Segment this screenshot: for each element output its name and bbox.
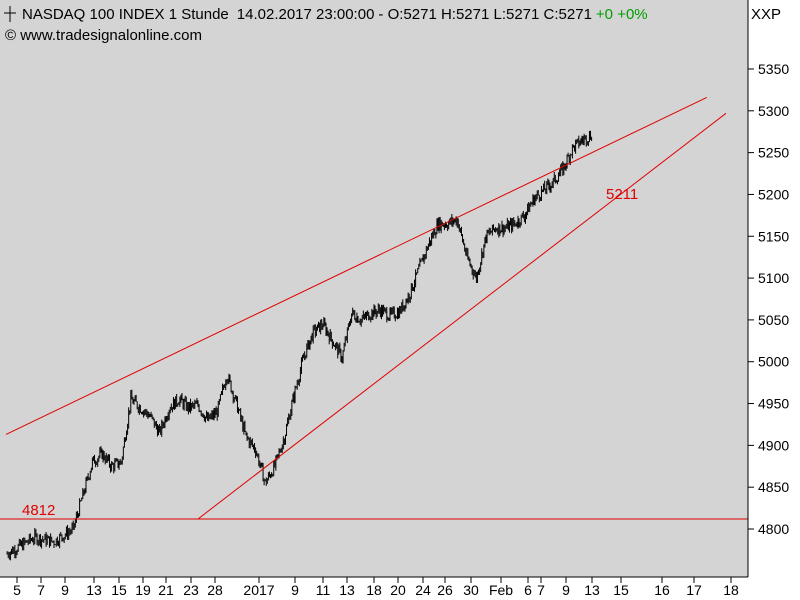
chart-header: NASDAQ 100 INDEX 1 Stunde 14.02.2017 23:0… [4, 6, 781, 44]
x-tick-label: 20 [390, 582, 406, 598]
x-tick-label: 28 [207, 582, 223, 598]
plot-area [0, 0, 748, 577]
x-tick-label: 5 [13, 582, 21, 598]
x-tick-label: 23 [183, 582, 199, 598]
x-tick-label: 9 [291, 582, 299, 598]
y-tick-label: 5000 [758, 354, 789, 370]
y-tick-label: 4850 [758, 479, 789, 495]
x-tick-label: 7 [537, 582, 545, 598]
support-trendline [197, 112, 727, 520]
y-tick-label: 5350 [758, 61, 789, 77]
x-tick-label: 15 [613, 582, 629, 598]
watermark-text: © www.tradesignalonline.com [5, 27, 202, 44]
x-tick-label: 2017 [243, 582, 274, 598]
x-axis: 5 7 9 13 15 19 21 23 28 2017 9 11 13 18 20 24 26 30 Feb 6 7 9… [13, 577, 739, 598]
x-tick-label: Feb [489, 582, 513, 598]
y-tick-label: 4950 [758, 396, 789, 412]
header-ohlc: - O:5271 H:5271 L:5271 C:5271 [378, 6, 592, 23]
x-tick-label: 30 [463, 582, 479, 598]
x-tick-label: 9 [61, 582, 69, 598]
y-tick-label: 5150 [758, 228, 789, 244]
x-tick-label: 18 [366, 582, 382, 598]
x-tick-label: 6 [524, 582, 532, 598]
level-label: 4812 [22, 502, 55, 519]
x-tick-label: 7 [37, 582, 45, 598]
x-tick-label: 15 [111, 582, 127, 598]
header-timestamp: 14.02.2017 23:00:00 [237, 6, 375, 23]
resistance-trendline [5, 96, 708, 435]
price-bars [6, 130, 593, 561]
x-tick-label: 17 [686, 582, 702, 598]
y-tick-label: 5300 [758, 103, 789, 119]
x-tick-label: 18 [723, 582, 739, 598]
x-tick-label: 24 [415, 582, 431, 598]
x-tick-label: 13 [584, 582, 600, 598]
x-tick-label: 19 [135, 582, 151, 598]
y-tick-label: 4800 [758, 521, 789, 537]
y-tick-label: 5200 [758, 186, 789, 202]
x-tick-label: 26 [437, 582, 453, 598]
chart-title: NASDAQ 100 INDEX 1 Stunde [22, 6, 229, 23]
header-change: +0 +0% [596, 6, 648, 23]
y-tick-label: 5050 [758, 312, 789, 328]
y-tick-label: 5250 [758, 145, 789, 161]
x-tick-label: 11 [316, 582, 331, 598]
y-tick-label: 5100 [758, 270, 789, 286]
x-tick-label: 21 [158, 582, 174, 598]
x-tick-label: 16 [654, 582, 670, 598]
symbol-label: XXP [751, 6, 781, 23]
x-tick-label: 13 [339, 582, 355, 598]
x-tick-label: 9 [562, 582, 570, 598]
trendlines: 4812 5211 [0, 96, 748, 520]
y-tick-label: 4900 [758, 437, 789, 453]
x-tick-label: 13 [86, 582, 102, 598]
y-axis: 4800 4850 4900 4950 5000 5050 5100 5150 5200 5250… [748, 61, 789, 537]
support-level-label: 5211 [606, 186, 638, 203]
